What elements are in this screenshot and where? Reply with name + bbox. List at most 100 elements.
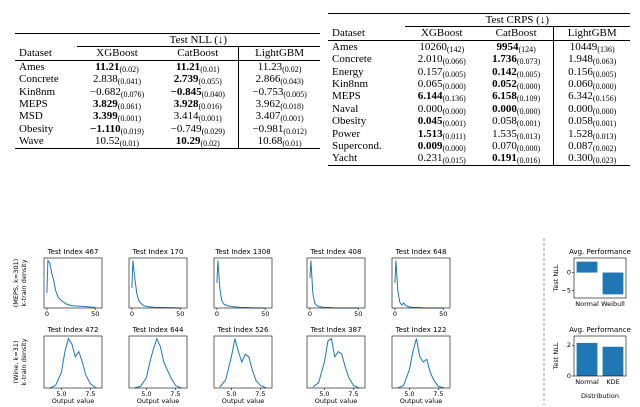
table: Test NLL (↓) Dataset XGBoost CatBoost LightG… bbox=[15, 32, 320, 149]
row: Kin8nm −0.682(0.076) −0.845(0.040) −0.753(0… bbox=[15, 85, 320, 99]
column-header: Dataset bbox=[15, 46, 77, 61]
cell-std: (136) bbox=[597, 44, 615, 54]
cell-value: 3.928 bbox=[173, 98, 199, 111]
cell-std: (0.005) bbox=[592, 69, 617, 79]
cell: 3.407(0.001) bbox=[239, 110, 320, 124]
chart-title: Test Index 387 bbox=[310, 326, 362, 334]
cell-std: (0.061) bbox=[117, 102, 142, 112]
cell-std: (0.001) bbox=[280, 114, 304, 124]
row-name: Obesity bbox=[15, 123, 77, 135]
density-line bbox=[397, 338, 445, 389]
y-tick-label: 0 bbox=[567, 372, 571, 380]
cell-std: (142) bbox=[446, 44, 465, 54]
cell-value: 0.058 bbox=[492, 115, 517, 128]
row-name: Kin8nm bbox=[328, 78, 405, 90]
cell-value: 0.142 bbox=[492, 65, 517, 78]
row: Naval 0.000(0.000) 0.000(0.000) 0.000(0.000… bbox=[328, 102, 630, 116]
dataset: Wave bbox=[19, 135, 44, 148]
cell-value: 0.157 bbox=[417, 65, 443, 78]
chart-title: Test Index 408 bbox=[310, 248, 362, 256]
caption: Test NLL (↓) bbox=[76, 32, 320, 48]
caption-row: Test NLL (↓) bbox=[15, 32, 320, 48]
cell: 2.010(0.066) bbox=[405, 53, 479, 67]
x-axis-label: Output value bbox=[400, 397, 442, 405]
dataset: Power bbox=[332, 127, 361, 140]
x-tick-label: Normal bbox=[575, 378, 599, 386]
density-line bbox=[309, 260, 359, 309]
table: Test CRPS (↓) Dataset XGBoost CatBoost Light… bbox=[328, 12, 630, 166]
row: MSD 3.399(0.001) 3.414(0.001) 3.407(0.001) bbox=[15, 110, 320, 124]
x-tick-label: Weibull bbox=[601, 300, 625, 308]
cell-value: 10.29 bbox=[175, 135, 201, 148]
cell-std: (0.019) bbox=[120, 126, 144, 136]
cell-value: 1.513 bbox=[417, 127, 443, 140]
cell-value: 11.21 bbox=[95, 60, 120, 73]
row-name: Supercond. bbox=[328, 140, 405, 152]
cell-std: (0.066) bbox=[442, 57, 466, 67]
cell-value: 10.68 bbox=[257, 135, 283, 148]
row: Obesity 0.045(0.001) 0.058(0.001) 0.058(0.0… bbox=[328, 115, 630, 129]
cell-value: 1.528 bbox=[568, 127, 593, 140]
cell: 10.68(0.01) bbox=[238, 135, 320, 149]
chart-title: Test Index 1308 bbox=[214, 248, 270, 256]
cell-value: 9954 bbox=[496, 40, 519, 53]
cell: 2.866(0.043) bbox=[239, 73, 320, 86]
cell-value: 2.010 bbox=[417, 53, 443, 66]
cell: 11.21(0.01) bbox=[157, 60, 240, 73]
plot-frame bbox=[128, 335, 188, 389]
cell-std: (0.001) bbox=[592, 119, 617, 129]
chart-title: Test Index 472 bbox=[47, 326, 99, 334]
dataset: MEPS bbox=[332, 90, 361, 103]
x-tick-label: 5.0 bbox=[404, 390, 414, 398]
column-label: CatBoost bbox=[177, 47, 219, 60]
cell-value: 0.060 bbox=[568, 78, 593, 91]
cell-value: 3.399 bbox=[93, 110, 118, 123]
cell-value: −0.682 bbox=[89, 85, 121, 98]
cell-value: 0.087 bbox=[568, 140, 593, 153]
plot-frame bbox=[213, 335, 273, 389]
row-name: Ames bbox=[328, 40, 405, 53]
cell-std: (0.01) bbox=[119, 139, 140, 149]
cell: 3.962(0.018) bbox=[239, 98, 320, 111]
cell-value: 2.838 bbox=[93, 73, 118, 86]
row-label: (MEPS, k=301) bbox=[12, 259, 20, 308]
cell: 11.23(0.02) bbox=[239, 60, 320, 74]
x-axis-label: Distribution bbox=[581, 392, 619, 400]
cell-std: (0.001) bbox=[442, 119, 466, 129]
x-tick-label: 50 bbox=[354, 310, 362, 318]
density-line bbox=[134, 337, 182, 389]
column-header: CatBoost bbox=[157, 46, 240, 61]
row-label: (Wine, k=31) bbox=[12, 341, 20, 384]
dataset: Obesity bbox=[19, 122, 54, 135]
cell: 3.928(0.016) bbox=[157, 98, 240, 111]
cell-value: 0.191 bbox=[492, 152, 517, 165]
row-name: Kin8nm bbox=[15, 86, 77, 98]
cell: 0.087(0.002) bbox=[554, 140, 630, 153]
cell: 0.000(0.000) bbox=[405, 103, 479, 116]
cell-value: 0.045 bbox=[417, 115, 443, 128]
plot-frame bbox=[213, 257, 273, 309]
cell-value: 0.231 bbox=[417, 152, 443, 165]
column-header: LightGBM bbox=[238, 46, 320, 61]
cell-std: (0.000) bbox=[592, 82, 617, 92]
cell: −0.682(0.076) bbox=[77, 85, 158, 99]
cell: 0.052(0.000) bbox=[478, 78, 555, 91]
cell: 10449(136) bbox=[554, 40, 630, 54]
density-line bbox=[49, 337, 97, 389]
cell-std: (0.029) bbox=[201, 126, 225, 136]
row: Concrete 2.838(0.041) 2.739(0.055) 2.866(0.… bbox=[15, 73, 320, 86]
row: Energy 0.157(0.005) 0.142(0.005) 0.156(0.00… bbox=[328, 65, 630, 79]
cell-value: −0.845 bbox=[170, 85, 202, 98]
column-header: XGBoost bbox=[404, 26, 479, 41]
cell-value: 11.23 bbox=[257, 60, 283, 73]
x-tick-label: 50 bbox=[261, 310, 269, 318]
y-tick-label: 2 bbox=[567, 341, 571, 349]
cell-value: 0.065 bbox=[417, 78, 443, 91]
dataset: Energy bbox=[332, 65, 364, 78]
row-name: MEPS bbox=[328, 90, 405, 102]
x-tick-label: 7.5 bbox=[85, 390, 95, 398]
cell: 1.736(0.073) bbox=[478, 53, 555, 66]
cell-std: (0.063) bbox=[592, 57, 617, 67]
cell: 1.948(0.063) bbox=[554, 53, 630, 67]
cell: 10.52(0.01) bbox=[76, 135, 158, 149]
